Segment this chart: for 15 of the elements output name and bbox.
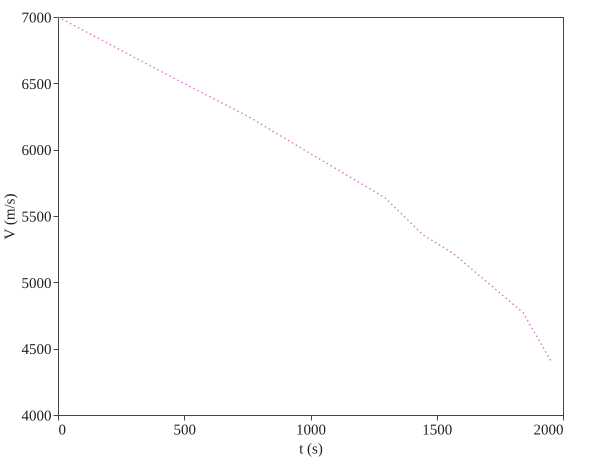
y-tick-label: 4000 xyxy=(22,408,52,424)
y-tick-label: 5500 xyxy=(22,210,52,226)
y-tick-label: 6500 xyxy=(22,76,52,93)
y-axis-title: V (m/s) xyxy=(2,194,18,240)
x-tick-label: 1500 xyxy=(422,422,452,438)
y-tick-label: 6000 xyxy=(22,143,52,160)
x-tick-label: 1000 xyxy=(296,422,326,438)
y-tick-label: 4500 xyxy=(22,342,52,358)
x-tick-label: 500 xyxy=(174,422,196,438)
x-tick-label: 0 xyxy=(58,422,66,438)
y-tick-label: 7000 xyxy=(22,10,52,26)
line-series xyxy=(57,16,552,362)
x-tick-label: 2000 xyxy=(534,422,564,438)
x-axis-title: t (s) xyxy=(299,442,323,458)
y-tick-label: 5000 xyxy=(22,276,52,292)
